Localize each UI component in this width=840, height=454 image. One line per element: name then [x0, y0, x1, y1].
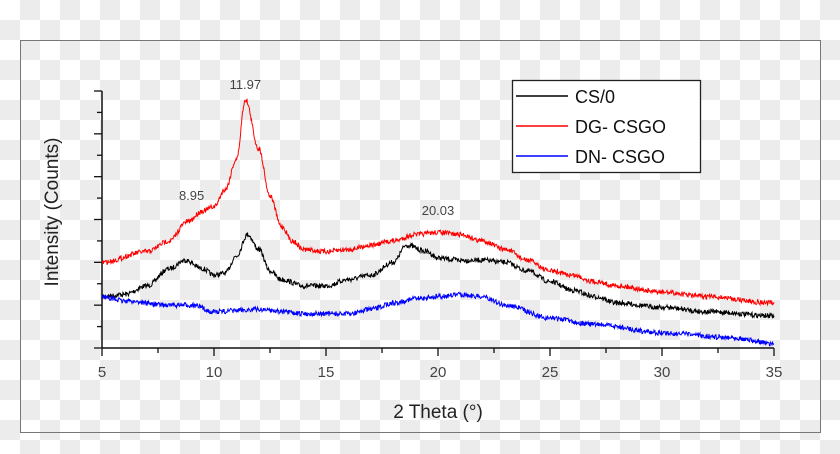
x-tick-label: 35 [766, 364, 783, 381]
x-tick-label: 10 [206, 364, 223, 381]
x-tick-label: 5 [98, 364, 106, 381]
figure-frame [20, 40, 821, 433]
peak-annotation: 20.03 [422, 203, 455, 218]
y-axis-label: Intensity (Counts) [42, 138, 63, 287]
peak-annotation: 8.95 [179, 188, 204, 203]
series-group [101, 98, 775, 347]
x-tick-label: 15 [318, 364, 335, 381]
axes: 5 10 15 20 25 30 35 [94, 90, 783, 381]
x-tick-label: 30 [654, 364, 671, 381]
legend-label-dn-csgo: DN- CSGO [575, 147, 665, 167]
x-axis-label: 2 Theta (°) [393, 402, 483, 423]
x-tick-label: 25 [542, 364, 559, 381]
x-tick-label: 20 [430, 364, 447, 381]
annotations: 11.97 8.95 20.03 [179, 77, 454, 218]
series-line-cs-0 [101, 232, 775, 320]
legend-label-dg-csgo: DG- CSGO [575, 117, 666, 137]
legend-label-cs0: CS/0 [575, 87, 615, 107]
series-line-dg-csgo [101, 98, 775, 307]
peak-annotation: 11.97 [230, 77, 262, 92]
legend: CS/0 DG- CSGO DN- CSGO [511, 79, 702, 174]
series-line-dn-csgo [101, 291, 775, 347]
